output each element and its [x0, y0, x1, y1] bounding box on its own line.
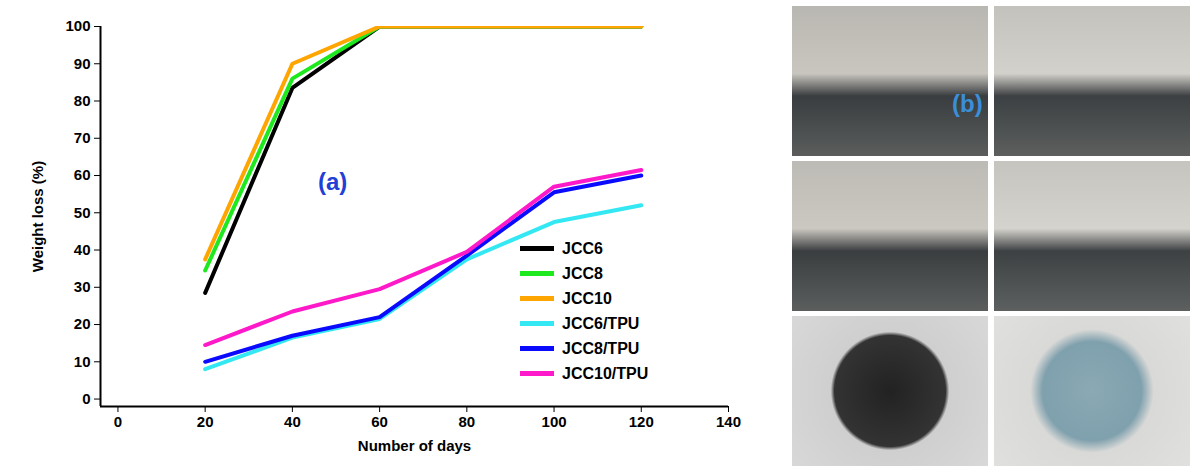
svg-text:50: 50 [74, 204, 91, 221]
svg-text:40: 40 [284, 413, 301, 430]
html-text:JCC8/TPU: JCC8/TPU [562, 339, 640, 357]
svg-text:80: 80 [458, 413, 475, 430]
svg-text:70: 70 [74, 129, 91, 146]
svg-text:Number of days: Number of days [358, 437, 471, 454]
svg-text:30: 30 [74, 278, 91, 295]
svg-text:60: 60 [74, 166, 91, 183]
html-text:JCC10: JCC10 [562, 289, 612, 307]
html-text:JCC6: JCC6 [562, 239, 603, 257]
svg-text:120: 120 [629, 413, 654, 430]
svg-text:20: 20 [197, 413, 214, 430]
svg-text:60: 60 [371, 413, 388, 430]
svg-text:40: 40 [74, 241, 91, 258]
svg-text:10: 10 [74, 353, 91, 370]
html-text:JCC6/TPU: JCC6/TPU [562, 314, 640, 332]
svg-text:90: 90 [74, 55, 91, 72]
html-text:JCC8: JCC8 [562, 264, 603, 282]
html-text:(b): (b) [952, 90, 983, 117]
svg-text:100: 100 [542, 413, 567, 430]
svg-text:20: 20 [74, 315, 91, 332]
svg-text:0: 0 [114, 413, 122, 430]
svg-text:100: 100 [65, 17, 90, 34]
svg-text:Weight loss (%): Weight loss (%) [29, 161, 46, 272]
svg-text:140: 140 [716, 413, 741, 430]
svg-text:80: 80 [74, 92, 91, 109]
html-text:JCC10/TPU: JCC10/TPU [562, 364, 649, 382]
svg-text:0: 0 [82, 390, 90, 407]
html-text:(a): (a) [318, 168, 348, 195]
